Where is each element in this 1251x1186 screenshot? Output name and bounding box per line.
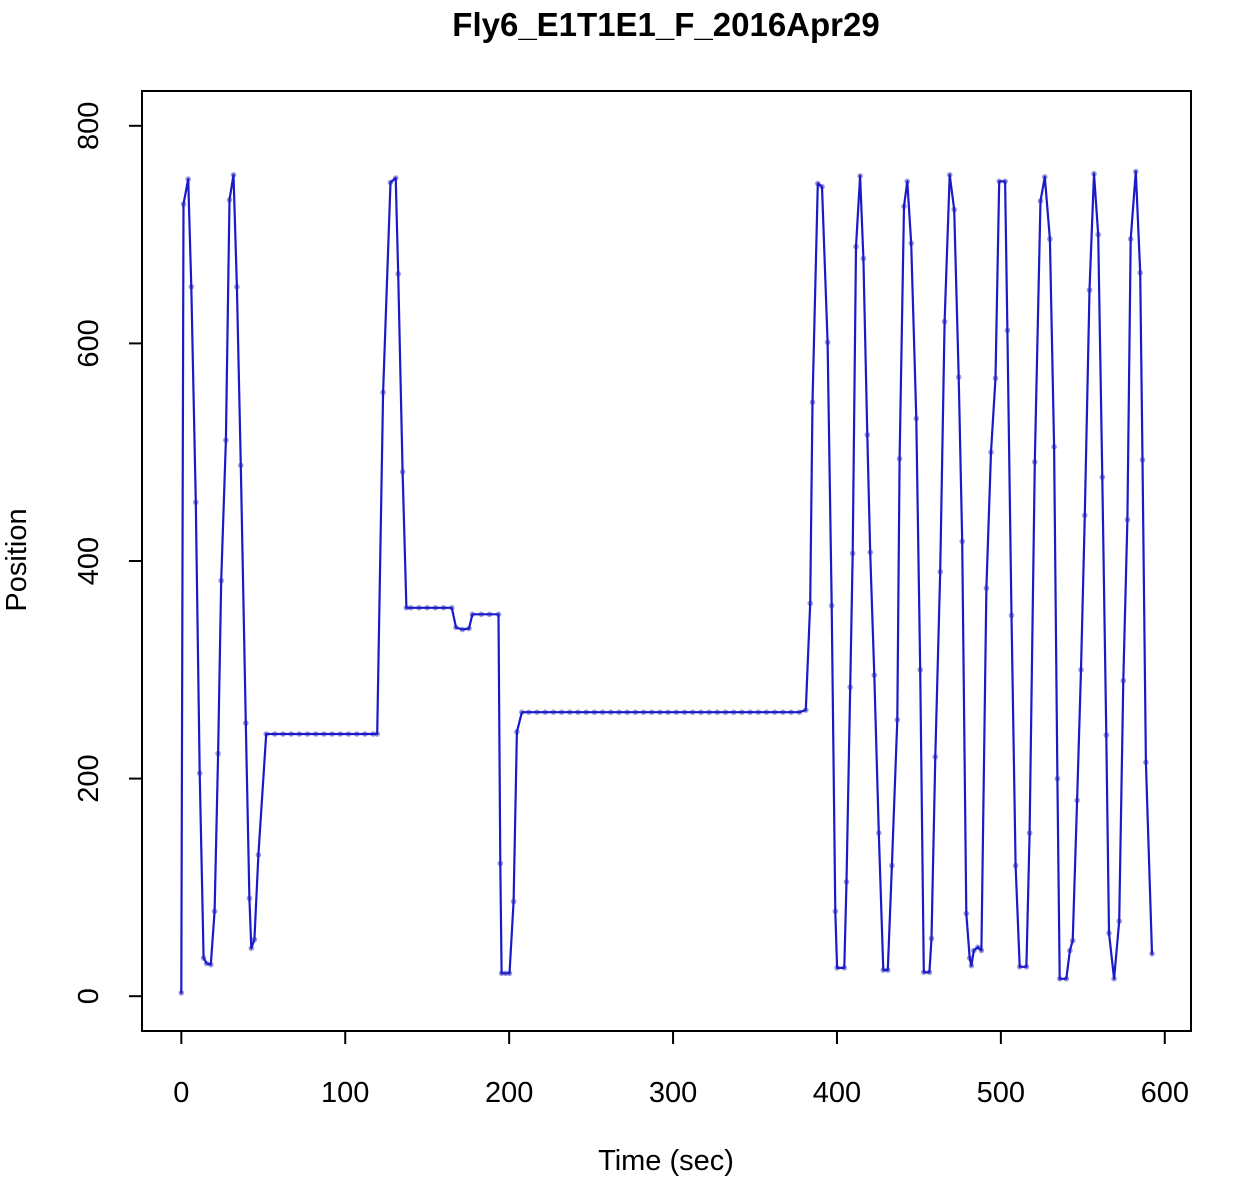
y-tick-label: 600 <box>73 319 105 367</box>
series-line <box>180 170 1154 995</box>
y-tick-label: 400 <box>73 537 105 585</box>
y-tick-label: 200 <box>73 754 105 802</box>
x-tick-label: 600 <box>1141 1077 1189 1109</box>
x-tick-label: 200 <box>485 1077 533 1109</box>
x-axis-label: Time (sec) <box>598 1145 734 1177</box>
x-tick-label: 300 <box>649 1077 697 1109</box>
x-tick-label: 400 <box>813 1077 861 1109</box>
x-tick-label: 500 <box>977 1077 1025 1109</box>
y-tick-label: 0 <box>73 988 105 1004</box>
x-tick-label: 100 <box>321 1077 369 1109</box>
chart-title: Fly6_E1T1E1_F_2016Apr29 <box>452 6 879 43</box>
x-tick-label: 0 <box>173 1077 189 1109</box>
plot-area: 0 100 200 300 400 500 600 0 200 400 600 800 <box>73 90 1192 1109</box>
y-axis-label: Position <box>1 508 33 611</box>
y-tick-label: 800 <box>73 102 105 150</box>
